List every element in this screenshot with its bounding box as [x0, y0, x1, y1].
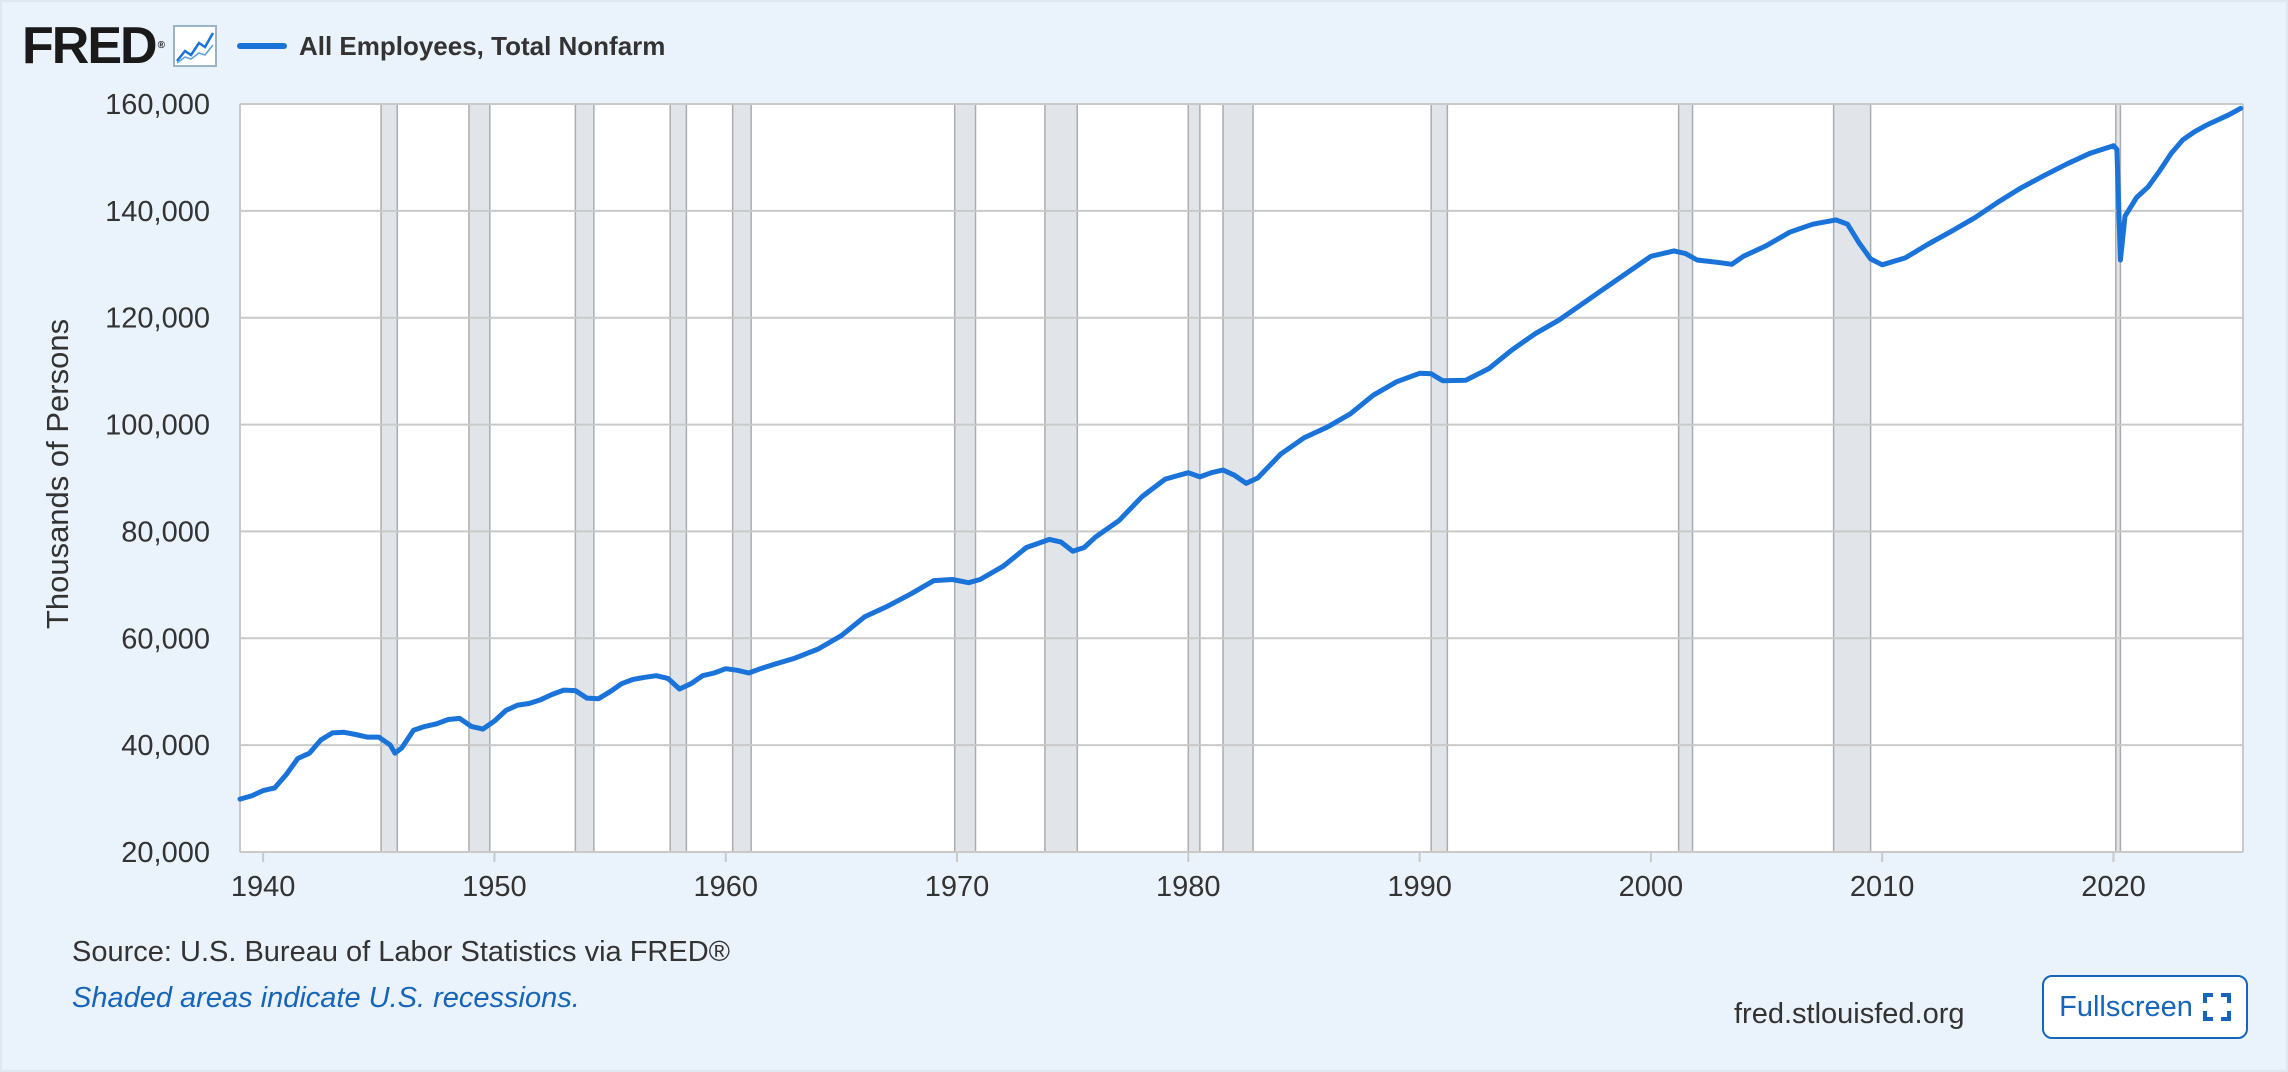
recession-band	[1431, 104, 1448, 852]
y-axis-label: Thousands of Persons	[40, 319, 75, 629]
y-tick-label: 40,000	[121, 730, 210, 762]
line-chart: 20,000 40,000 60,000 80,000 100,000 120,000 14…	[40, 89, 2244, 900]
recession-band	[1678, 104, 1693, 852]
recession-band	[381, 104, 398, 852]
fullscreen-button[interactable]: Fullscreen	[2042, 975, 2248, 1039]
recession-band	[1044, 104, 1078, 852]
series-line[interactable]	[237, 105, 2244, 802]
x-tick-label: 2000	[1619, 871, 1684, 900]
x-tick-label: 1970	[925, 871, 990, 900]
recession-band	[575, 104, 594, 852]
legend-swatch	[236, 43, 287, 49]
x-tick-label: 1950	[462, 871, 527, 900]
grid-layer	[239, 103, 2244, 853]
recession-band	[1833, 104, 1871, 852]
fullscreen-label: Fullscreen	[2059, 990, 2193, 1023]
recession-note[interactable]: Shaded areas indicate U.S. recessions.	[72, 982, 580, 1014]
x-tick-label: 1940	[231, 871, 296, 900]
expand-icon	[2202, 993, 2231, 1021]
y-tick-label: 140,000	[105, 196, 210, 228]
x-tick-label: 1960	[693, 871, 758, 900]
fred-logo[interactable]: FRED ®	[22, 17, 165, 75]
recession-band	[670, 104, 687, 852]
y-tick-label: 20,000	[121, 837, 210, 869]
x-tick-labels: 1940 1950 1960 1970 1980 1990 2000 2010 2020	[231, 852, 2146, 900]
line-graph-icon	[172, 25, 217, 67]
y-tick-label: 80,000	[121, 516, 210, 548]
x-tick-label: 2020	[2081, 871, 2146, 900]
chart-header: FRED ® All Employees, Total Nonfarm	[22, 20, 665, 72]
x-tick-label: 1990	[1387, 871, 1452, 900]
site-url[interactable]: fred.stlouisfed.org	[1734, 998, 1965, 1030]
y-tick-labels: 20,000 40,000 60,000 80,000 100,000 120,000 14…	[105, 89, 210, 869]
recession-band	[1188, 104, 1200, 852]
legend: All Employees, Total Nonfarm	[236, 30, 666, 62]
source-note: Source: U.S. Bureau of Labor Statistics …	[72, 936, 731, 968]
legend-label: All Employees, Total Nonfarm	[298, 30, 666, 61]
x-tick-label: 2010	[1850, 871, 1915, 900]
recession-band	[2115, 104, 2121, 852]
recession-band	[954, 104, 976, 852]
y-tick-label: 160,000	[105, 89, 210, 121]
recession-band	[468, 104, 490, 852]
series-layer	[237, 105, 2244, 802]
y-tick-label: 100,000	[105, 410, 210, 442]
x-tick-label: 1980	[1156, 871, 1221, 900]
recession-band	[732, 104, 752, 852]
y-tick-label: 120,000	[105, 303, 210, 335]
y-tick-label: 60,000	[121, 623, 210, 655]
